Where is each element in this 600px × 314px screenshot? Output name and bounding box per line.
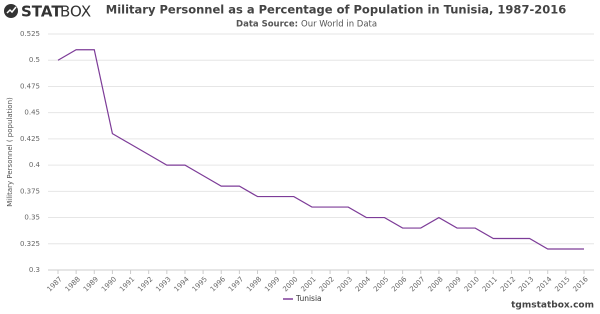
x-tick-label: 1987 <box>46 275 64 293</box>
x-tick-label: 2015 <box>553 275 571 293</box>
x-tick-label: 1993 <box>154 275 172 293</box>
x-tick-label: 2004 <box>354 275 373 294</box>
y-tick-label: 0.375 <box>20 187 40 195</box>
y-tick-label: 0.45 <box>24 109 40 117</box>
x-tick-label: 1989 <box>82 275 100 293</box>
x-tick-label: 1988 <box>64 275 82 293</box>
logo-light: BOX <box>60 3 91 21</box>
x-tick-label: 1990 <box>100 275 118 293</box>
logo-bold: STAT <box>21 3 62 21</box>
y-tick-label: 0.475 <box>20 82 40 90</box>
x-tick-label: 1991 <box>118 275 136 293</box>
x-tick-label: 2007 <box>408 275 426 293</box>
y-tick-label: 0.35 <box>24 214 40 222</box>
x-tick-label: 1997 <box>227 275 245 293</box>
x-tick-label: 2011 <box>481 275 499 293</box>
x-tick-label: 1996 <box>209 275 228 294</box>
x-tick-label: 2016 <box>572 275 591 294</box>
line-series <box>57 49 584 250</box>
y-tick-label: 0.5 <box>29 56 40 64</box>
x-tick-label: 2008 <box>426 275 444 293</box>
x-tick-label: 1992 <box>136 275 154 293</box>
x-tick-label: 1999 <box>263 275 281 293</box>
x-tick-label: 2012 <box>499 275 517 293</box>
y-tick-label: 0.525 <box>20 30 40 38</box>
y-tick-label: 0.4 <box>29 161 41 169</box>
x-tick-label: 2014 <box>535 275 554 294</box>
logo: STAT BOX <box>4 3 91 21</box>
y-axis-label: Military Personnel ( population) <box>6 97 14 207</box>
x-tick-label: 1995 <box>191 275 209 293</box>
y-tick-label: 0.3 <box>29 266 40 274</box>
x-tick-label: 2002 <box>318 275 336 293</box>
y-tick-label: 0.425 <box>20 135 40 143</box>
subtitle-source: Our World in Data <box>301 20 377 30</box>
x-tick-label: 2005 <box>372 275 390 293</box>
x-tick-label: 2013 <box>517 275 535 293</box>
x-tick-label: 2001 <box>299 275 317 293</box>
x-tick-label: 2006 <box>390 275 409 294</box>
x-tick-label: 1994 <box>173 275 192 294</box>
x-tick-label: 2009 <box>445 275 463 293</box>
chart-title: Military Personnel as a Percentage of Po… <box>106 3 566 17</box>
x-tick-label: 1998 <box>245 275 263 293</box>
footer: tgmstatbox.com <box>511 301 594 311</box>
logo-icon-line <box>6 6 17 14</box>
x-tick-label: 2000 <box>281 275 299 293</box>
y-tick-label: 0.325 <box>20 240 40 248</box>
x-tick-label: 2003 <box>336 275 354 293</box>
legend-label: Tunisia <box>295 294 322 303</box>
x-tick-label: 2010 <box>463 275 481 293</box>
subtitle-label: Data Source: <box>236 20 298 30</box>
